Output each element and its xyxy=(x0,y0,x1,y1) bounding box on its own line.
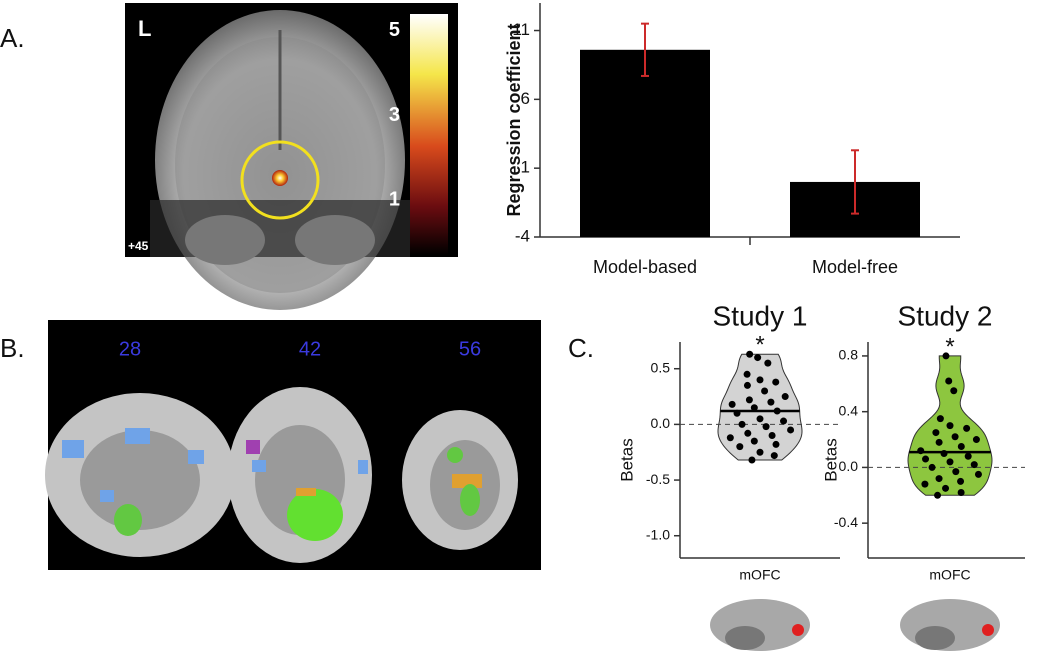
panel-label: C. xyxy=(568,333,594,363)
data-point xyxy=(940,449,948,457)
colorbar-ticks: 5 3 1 xyxy=(389,19,400,210)
data-point xyxy=(733,409,741,417)
data-point xyxy=(935,438,943,446)
data-point xyxy=(950,387,958,395)
bar xyxy=(580,49,710,237)
data-point xyxy=(952,468,960,476)
data-point xyxy=(922,455,930,463)
data-point xyxy=(754,354,762,362)
data-point xyxy=(780,417,788,425)
data-point xyxy=(770,452,778,460)
data-point xyxy=(768,432,776,440)
y-tick-label: 1 xyxy=(521,158,530,177)
data-point xyxy=(942,352,950,360)
data-point xyxy=(974,470,982,478)
brain-image-a xyxy=(125,3,458,310)
data-point xyxy=(934,491,942,499)
data-point xyxy=(946,422,954,430)
data-point xyxy=(745,396,753,404)
data-point xyxy=(738,420,746,428)
brain-image-b xyxy=(45,320,541,570)
y-tick-label: 0.0 xyxy=(839,458,859,474)
annotation: * xyxy=(945,333,954,360)
data-point xyxy=(951,433,959,441)
y-axis-label: Regression coefficient xyxy=(504,23,524,216)
data-point xyxy=(726,434,734,442)
annotation: * xyxy=(755,332,764,359)
y-tick-label: -1.0 xyxy=(646,526,670,542)
y-tick-label: 0.4 xyxy=(839,402,859,418)
data-point xyxy=(736,443,744,451)
data-point xyxy=(767,398,775,406)
data-point xyxy=(761,387,769,395)
data-point xyxy=(781,393,789,401)
y-tick-label: -4 xyxy=(515,226,530,245)
brain-icon xyxy=(710,599,810,651)
data-point xyxy=(787,426,795,434)
chart-title: Study 1 xyxy=(713,300,808,331)
data-point xyxy=(932,429,940,437)
slice-number: 28 xyxy=(119,338,141,360)
slice-number: 56 xyxy=(459,338,481,360)
slice-label: +45 xyxy=(128,239,149,253)
data-point xyxy=(748,456,756,464)
chart-title: Study 2 xyxy=(898,300,993,331)
data-point xyxy=(964,452,972,460)
colorbar-tick-label: 1 xyxy=(389,188,400,210)
y-axis-label: Betas xyxy=(821,438,840,481)
data-point xyxy=(957,489,965,497)
x-tick-label: Model-based xyxy=(593,257,697,277)
y-tick-label: -0.5 xyxy=(646,471,670,487)
y-tick-label: -0.4 xyxy=(834,514,858,530)
y-axis-label: Betas xyxy=(617,438,636,481)
data-point xyxy=(744,429,752,437)
y-tick-label: 11 xyxy=(512,20,530,39)
data-point xyxy=(746,350,754,358)
data-point xyxy=(756,376,764,384)
data-point xyxy=(743,381,751,389)
panel-label: B. xyxy=(0,333,25,363)
panel-label: A. xyxy=(0,23,25,53)
data-point xyxy=(772,440,780,448)
data-point xyxy=(942,484,950,492)
data-point xyxy=(772,378,780,386)
data-point xyxy=(935,475,943,483)
colorbar-tick-label: 3 xyxy=(389,104,400,126)
brain-icon xyxy=(900,599,1000,651)
y-tick-label: 0.5 xyxy=(651,359,671,375)
data-point xyxy=(945,377,953,385)
data-point xyxy=(750,404,758,412)
colorbar-tick-label: 5 xyxy=(389,19,400,41)
data-point xyxy=(764,359,772,367)
data-point xyxy=(756,448,764,456)
data-point xyxy=(957,477,965,485)
x-tick-label: mOFC xyxy=(739,567,780,583)
data-point xyxy=(917,447,925,455)
data-point xyxy=(963,424,971,432)
data-point xyxy=(756,415,764,423)
data-point xyxy=(773,407,781,415)
x-tick-label: Model-free xyxy=(812,257,898,277)
data-point xyxy=(936,415,944,423)
x-tick-label: mOFC xyxy=(929,567,970,583)
y-tick-label: 0.0 xyxy=(651,415,671,431)
data-point xyxy=(970,461,978,469)
data-point xyxy=(921,480,929,488)
data-point xyxy=(946,458,954,466)
y-tick-label: 0.8 xyxy=(839,347,859,363)
data-point xyxy=(928,463,936,471)
hemisphere-label: L xyxy=(138,16,151,41)
y-tick-label: 6 xyxy=(521,89,530,108)
data-point xyxy=(728,400,736,408)
data-point xyxy=(743,370,751,378)
data-point xyxy=(972,436,980,444)
data-point xyxy=(750,437,758,445)
data-point xyxy=(957,443,965,451)
slice-number: 42 xyxy=(299,338,321,360)
violin xyxy=(717,353,803,461)
data-point xyxy=(762,423,770,431)
